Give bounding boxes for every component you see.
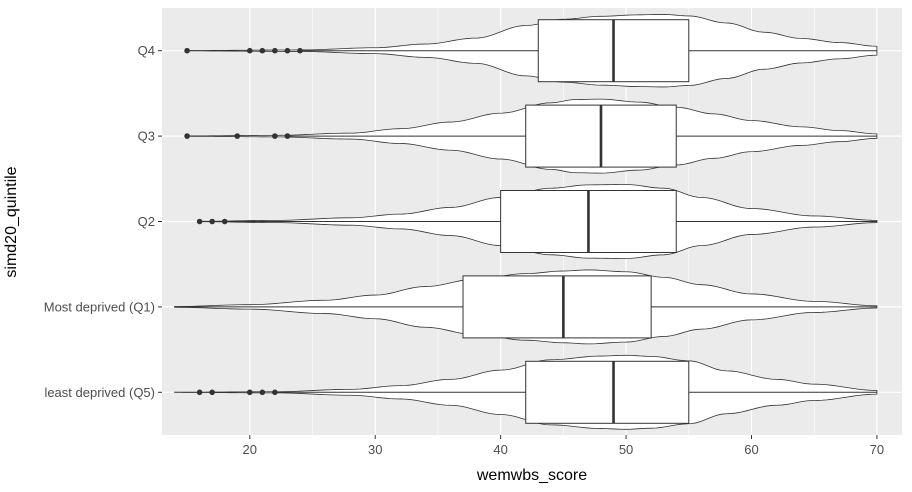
outlier-point: [284, 47, 291, 54]
outlier-point: [196, 218, 203, 225]
boxplots: [174, 19, 877, 424]
y-tick-label: Most deprived (Q1): [44, 299, 155, 314]
iqr-box: [462, 275, 652, 339]
x-tick-label: 50: [619, 442, 633, 457]
outlier-point: [284, 133, 291, 139]
outlier-point: [209, 389, 215, 396]
outlier-point: [209, 218, 215, 225]
outlier-point: [234, 133, 241, 139]
axis-ticks: 20 30 40 50 60 70 least deprived (Q5) Most depr…: [44, 43, 884, 457]
x-tick-label: 40: [493, 442, 507, 457]
y-tick-label: least deprived (Q5): [44, 385, 155, 400]
outlier-point: [272, 389, 278, 396]
outlier-point: [272, 133, 278, 139]
x-tick-label: 70: [870, 442, 884, 457]
x-tick-label: 30: [368, 442, 382, 457]
y-tick-label: Q2: [138, 214, 155, 229]
y-tick-label: Q3: [138, 129, 155, 144]
iqr-box: [525, 360, 690, 424]
outlier-point: [184, 133, 190, 139]
outlier-point: [184, 47, 190, 54]
y-axis-title: simd20_quintile: [3, 166, 20, 277]
outliers: [184, 47, 303, 396]
outlier-point: [196, 389, 203, 396]
outlier-point: [259, 389, 266, 396]
outlier-point: [246, 47, 253, 54]
x-axis-title: wemwbs_score: [476, 467, 587, 484]
outlier-point: [259, 47, 266, 54]
outlier-point: [221, 218, 228, 225]
outlier-point: [297, 47, 303, 54]
outlier-point: [272, 47, 278, 54]
x-tick-label: 20: [243, 442, 257, 457]
y-tick-label: Q4: [138, 43, 155, 58]
x-tick-label: 60: [744, 442, 758, 457]
outlier-point: [246, 389, 253, 396]
